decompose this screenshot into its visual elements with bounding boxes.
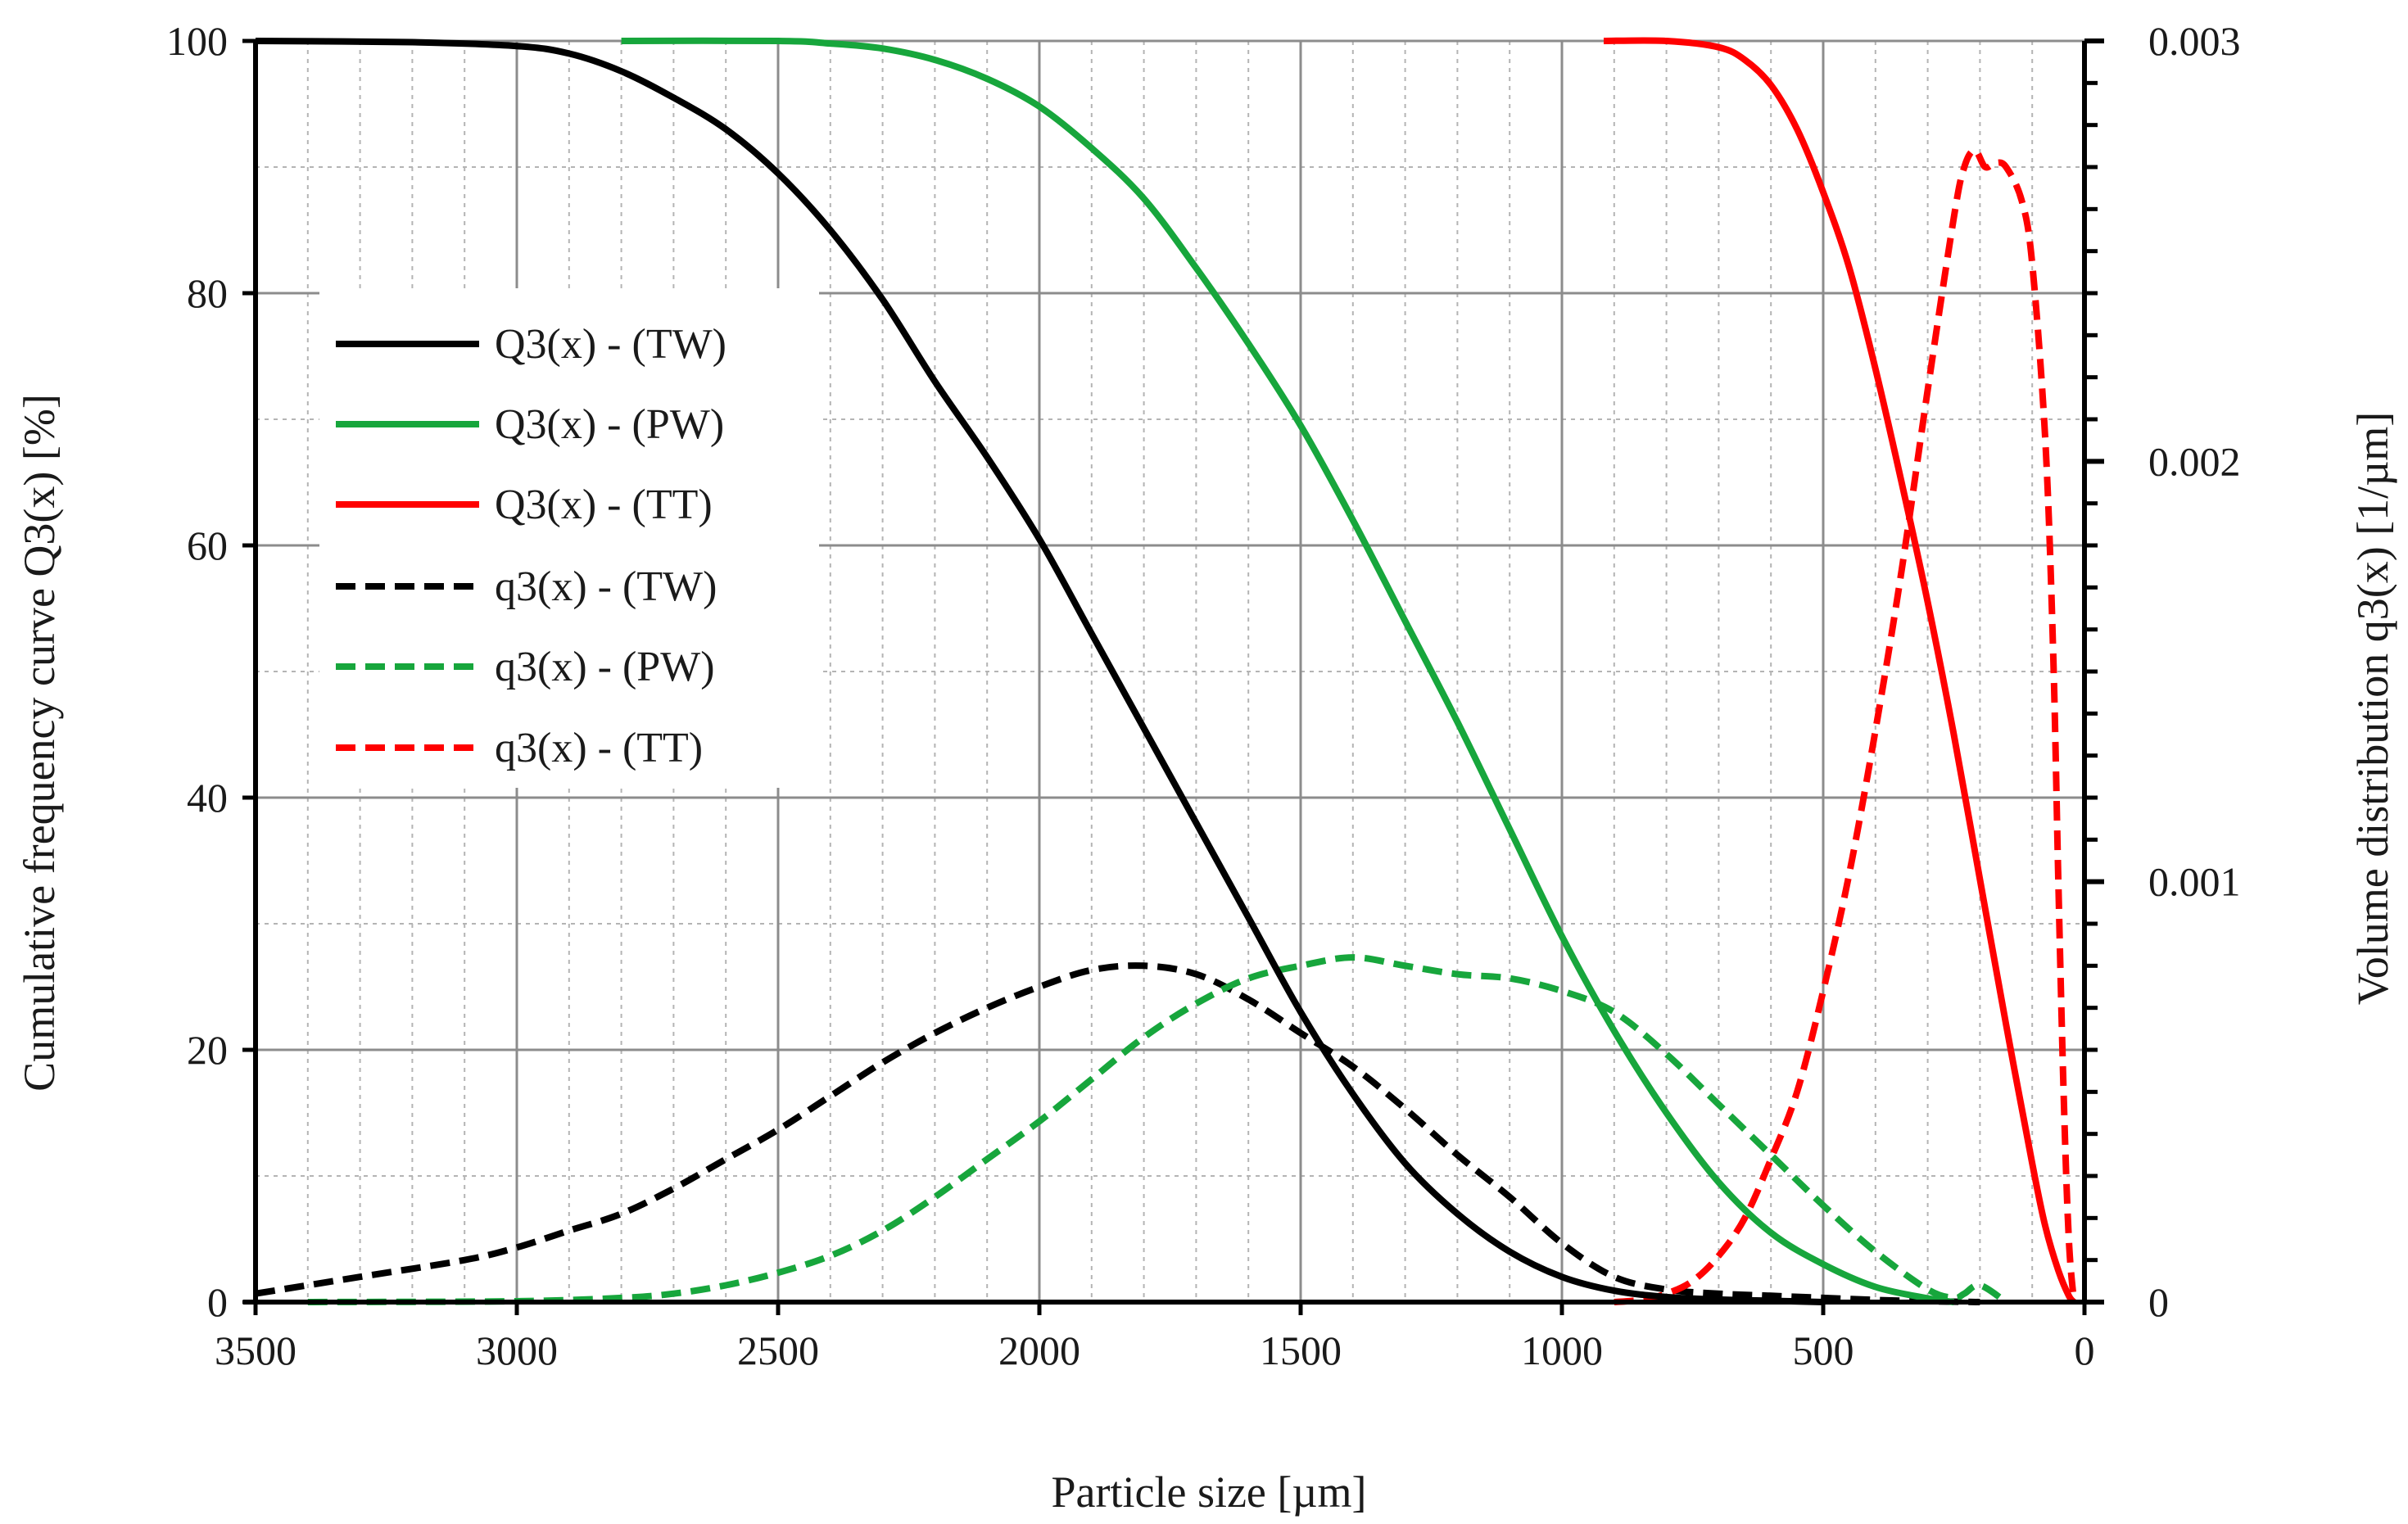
legend-label-q3-density-tt: q3(x) - (TT) xyxy=(495,725,703,771)
y-left-tick-label: 20 xyxy=(187,1027,228,1073)
series-layer xyxy=(255,37,2078,1305)
y-left-tick-label: 0 xyxy=(207,1279,228,1325)
y-left-tick-label: 40 xyxy=(187,775,228,821)
series-line-q3-density-tt xyxy=(1614,147,2078,1305)
legend-label-q3-density-pw: q3(x) - (PW) xyxy=(495,644,715,690)
x-tick-label: 1500 xyxy=(1260,1327,1342,1373)
x-tick-label: 3000 xyxy=(476,1327,558,1373)
y-left-tick-label: 80 xyxy=(187,270,228,316)
series-line-q3-density-pw xyxy=(307,954,2008,1305)
x-tick-label: 1000 xyxy=(1521,1327,1603,1373)
x-tick-label: 500 xyxy=(1793,1327,1854,1373)
legend-label-q3-pw: Q3(x) - (PW) xyxy=(495,401,724,448)
x-tick-label: 3500 xyxy=(215,1327,296,1373)
y-left-tick-label: 60 xyxy=(187,522,228,568)
series-line-q3-cumulative-tw xyxy=(255,38,1824,1305)
y-right-tick-label: 0.003 xyxy=(2148,18,2241,64)
legend-entry-q3-pw: Q3(x) - (PW) xyxy=(336,401,724,448)
ticks-layer: 3500 3000 2500 2000 1500 1000 500 0020406080100… xyxy=(166,18,2241,1373)
legend-background xyxy=(319,288,819,788)
y-right-tick-label: 0.002 xyxy=(2148,438,2241,484)
x-axis-title: Particle size [µm] xyxy=(1052,1467,1367,1517)
y-right-axis-title: Volume distribution q3(x) [1/µm] xyxy=(2348,412,2397,1006)
series-line-q3-cumulative-tt xyxy=(1603,37,2077,1305)
legend: Q3(x) - (TW) Q3(x) - (PW) Q3(x) - (TT) q… xyxy=(319,288,819,788)
y-left-tick-label: 100 xyxy=(166,18,228,64)
legend-entry-q3-density-tw: q3(x) - (TW) xyxy=(336,563,717,610)
x-tick-label: 2000 xyxy=(998,1327,1080,1373)
legend-entry-q3-tw: Q3(x) - (TW) xyxy=(336,321,726,368)
legend-entry-q3-density-pw: q3(x) - (PW) xyxy=(336,644,715,690)
legend-label-q3-tw: Q3(x) - (TW) xyxy=(495,321,726,368)
legend-label-q3-density-tw: q3(x) - (TW) xyxy=(495,563,717,610)
legend-entry-q3-density-tt: q3(x) - (TT) xyxy=(336,725,703,771)
y-left-axis-title: Cumulative frequency curve Q3(x) [%] xyxy=(15,394,64,1092)
y-right-tick-label: 0 xyxy=(2148,1279,2169,1325)
legend-entry-q3-tt: Q3(x) - (TT) xyxy=(336,482,713,528)
legend-label-q3-tt: Q3(x) - (TT) xyxy=(495,482,713,528)
x-tick-label: 2500 xyxy=(737,1327,819,1373)
x-tick-label: 0 xyxy=(2075,1327,2095,1373)
series-line-q3-cumulative-pw xyxy=(621,37,1955,1305)
y-right-tick-label: 0.001 xyxy=(2148,859,2241,905)
